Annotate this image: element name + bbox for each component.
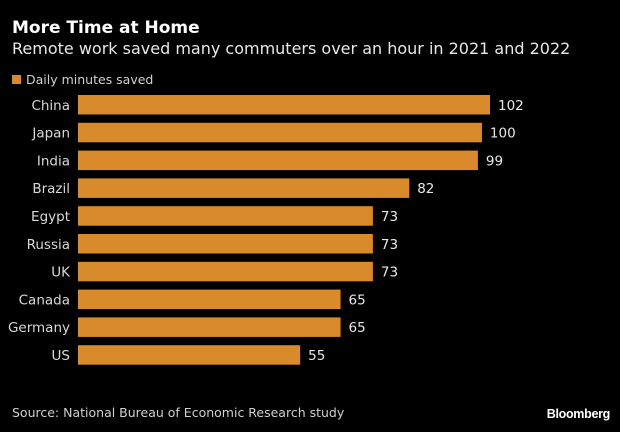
legend: Daily minutes saved bbox=[12, 72, 153, 87]
value-label: 73 bbox=[381, 265, 398, 281]
category-label: Japan bbox=[31, 126, 70, 142]
value-label: 73 bbox=[381, 237, 398, 253]
bar-china bbox=[78, 95, 490, 115]
bar-india bbox=[78, 150, 478, 171]
bar-germany bbox=[78, 317, 341, 337]
bar-japan bbox=[78, 122, 482, 143]
category-label: UK bbox=[51, 265, 71, 281]
value-label: 65 bbox=[349, 292, 366, 308]
value-label: 102 bbox=[498, 98, 524, 114]
bar-us bbox=[78, 345, 301, 365]
value-label: 99 bbox=[486, 153, 503, 169]
bar-russia bbox=[78, 234, 373, 254]
bar-brazil bbox=[78, 178, 410, 198]
source-note: Source: National Bureau of Economic Rese… bbox=[12, 405, 345, 420]
category-label: Russia bbox=[27, 237, 70, 253]
category-label: US bbox=[52, 348, 70, 364]
bar-uk bbox=[78, 261, 373, 282]
chart-title: More Time at Home bbox=[12, 18, 200, 38]
legend-swatch bbox=[12, 75, 21, 84]
bar-egypt bbox=[78, 206, 373, 226]
legend-label: Daily minutes saved bbox=[26, 72, 154, 87]
chart-subtitle: Remote work saved many commuters over an… bbox=[12, 39, 571, 58]
value-label: 73 bbox=[381, 209, 398, 225]
category-label: Egypt bbox=[31, 209, 70, 225]
value-label: 55 bbox=[308, 348, 325, 364]
category-label: India bbox=[37, 153, 70, 169]
category-label: China bbox=[31, 98, 70, 114]
category-label: Brazil bbox=[32, 181, 70, 197]
value-label: 82 bbox=[417, 181, 434, 197]
value-label: 65 bbox=[349, 320, 366, 336]
bloomberg-logo: Bloomberg bbox=[546, 407, 611, 421]
category-label: Germany bbox=[8, 320, 70, 336]
category-label: Canada bbox=[19, 292, 70, 308]
value-label: 100 bbox=[490, 126, 516, 142]
bar-canada bbox=[78, 289, 341, 310]
